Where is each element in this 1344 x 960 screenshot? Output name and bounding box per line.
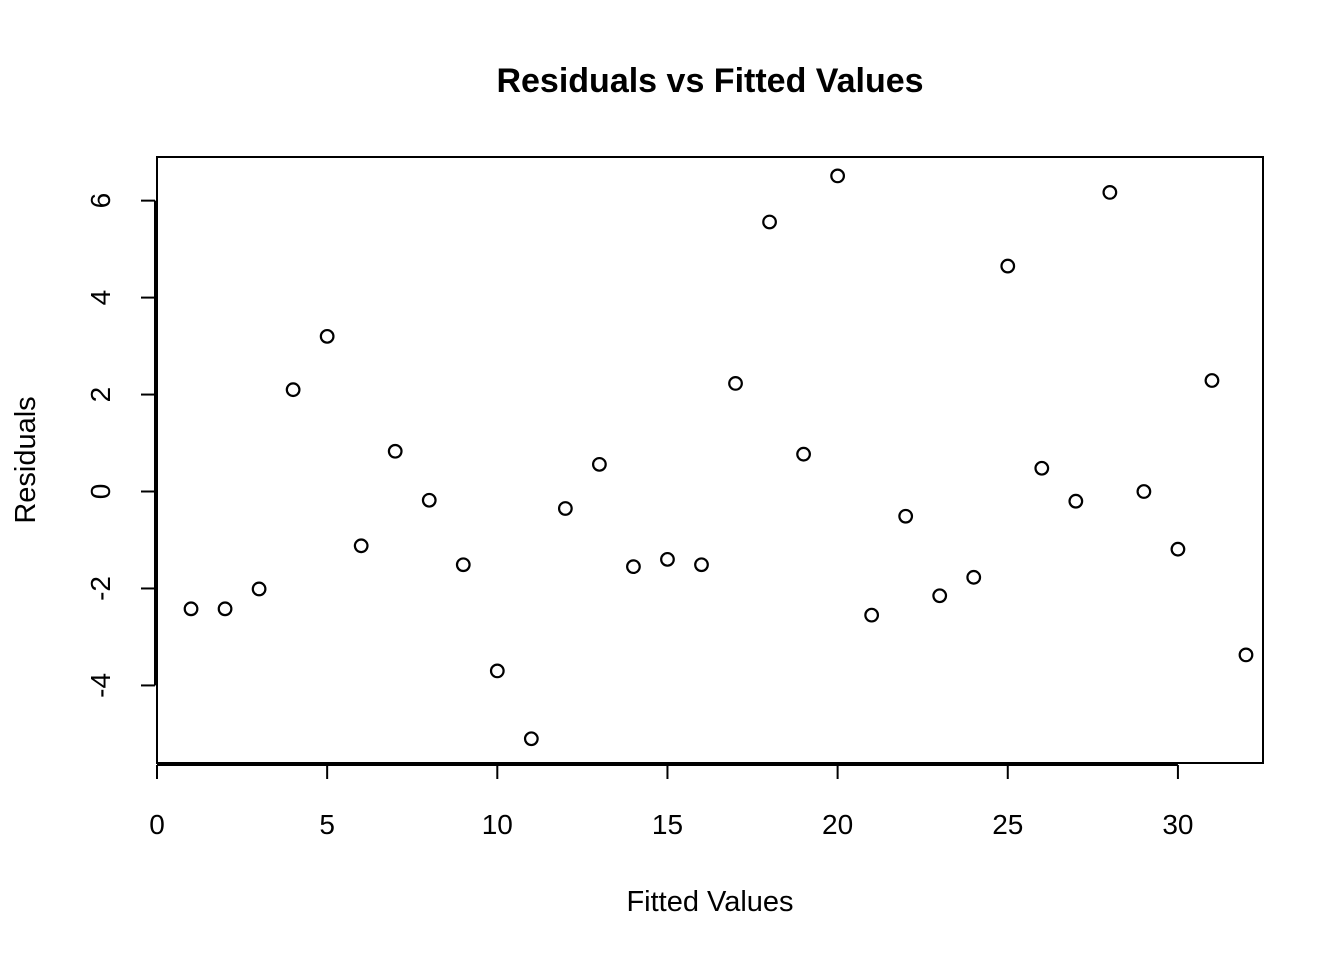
data-point bbox=[217, 601, 233, 617]
data-point bbox=[1204, 373, 1220, 388]
data-point bbox=[660, 551, 675, 567]
data-points bbox=[183, 168, 1254, 747]
y-tick-label: -2 bbox=[85, 576, 116, 601]
data-point bbox=[353, 538, 369, 554]
x-axis-label: Fitted Values bbox=[626, 886, 793, 918]
data-point bbox=[1068, 493, 1084, 509]
data-point bbox=[1000, 258, 1016, 274]
data-point bbox=[1238, 647, 1254, 663]
x-tick-label: 15 bbox=[652, 809, 683, 840]
y-tick-label: -4 bbox=[85, 673, 116, 698]
y-tick-label: 4 bbox=[85, 290, 116, 306]
data-point bbox=[251, 581, 267, 597]
data-point bbox=[1102, 184, 1118, 200]
y-tick-label: 0 bbox=[85, 484, 116, 500]
data-point bbox=[421, 492, 437, 508]
x-tick-label: 30 bbox=[1162, 809, 1193, 840]
data-point bbox=[387, 443, 403, 459]
data-point bbox=[762, 214, 777, 230]
data-point bbox=[592, 456, 607, 472]
x-axis: 0 5 10 15 20 25 30 bbox=[149, 764, 1194, 840]
chart-title: Residuals vs Fitted Values bbox=[496, 62, 923, 100]
data-point bbox=[796, 446, 811, 462]
data-point bbox=[728, 376, 743, 391]
x-tick-label: 20 bbox=[822, 809, 853, 840]
data-point bbox=[966, 569, 982, 585]
y-tick-label: 6 bbox=[85, 193, 116, 209]
data-point bbox=[319, 328, 335, 344]
data-point bbox=[830, 168, 846, 184]
data-point bbox=[932, 588, 948, 604]
plot-area-border bbox=[156, 156, 1264, 764]
data-point bbox=[864, 607, 880, 623]
data-point bbox=[1136, 484, 1152, 499]
data-point bbox=[1170, 541, 1186, 557]
data-point bbox=[455, 557, 471, 573]
data-point bbox=[183, 601, 199, 617]
x-tick-label: 25 bbox=[992, 809, 1023, 840]
data-point bbox=[898, 508, 914, 524]
data-point bbox=[489, 663, 505, 679]
data-point bbox=[1034, 460, 1050, 476]
data-point bbox=[285, 382, 301, 398]
x-tick-label: 5 bbox=[319, 809, 335, 840]
y-tick-label: 2 bbox=[85, 387, 116, 403]
x-tick-label: 0 bbox=[149, 809, 165, 840]
data-point bbox=[694, 557, 709, 573]
y-axis-label: Residuals bbox=[10, 396, 42, 523]
y-axis: -4 -2 0 2 4 6 bbox=[85, 193, 156, 698]
data-point bbox=[523, 731, 539, 747]
data-point bbox=[626, 559, 641, 575]
x-tick-label: 10 bbox=[482, 809, 513, 840]
data-point bbox=[557, 501, 573, 516]
